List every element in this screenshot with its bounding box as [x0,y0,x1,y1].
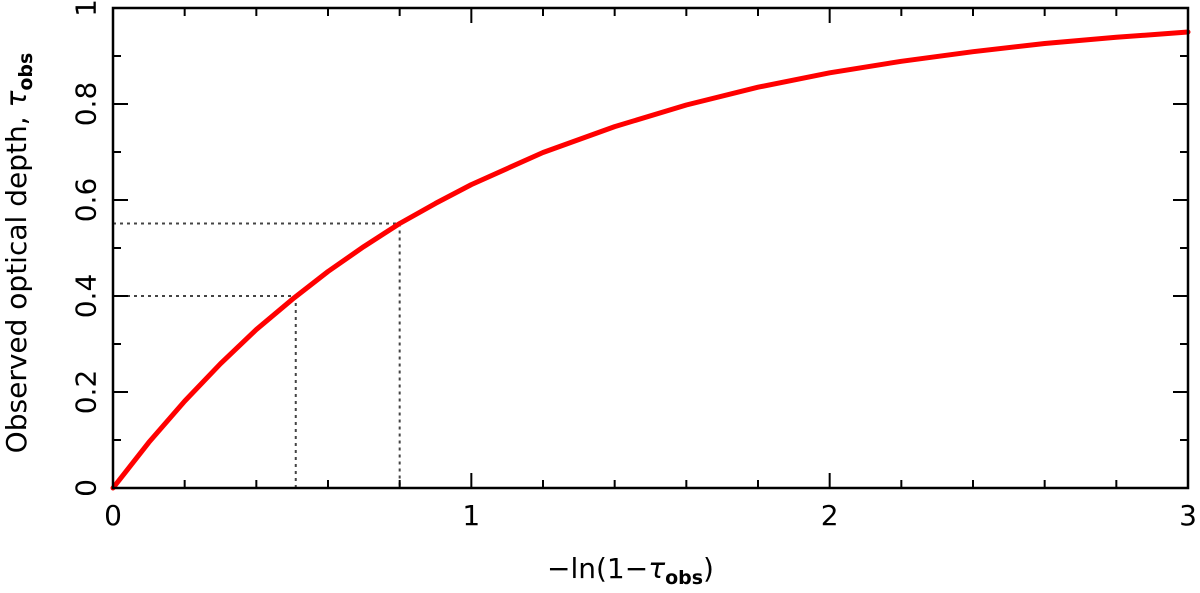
x-axis-title-symbol: τ [648,552,665,585]
plot-frame [111,6,1190,490]
y-axis-title-subscript: obs [15,53,37,91]
x-axis-title-subscript: obs [665,567,703,589]
x-tick-label: 3 [1179,499,1197,532]
x-tick-label: 1 [462,499,480,532]
y-tick-label: 0.4 [70,274,103,319]
x-tick-label: 2 [821,499,839,532]
y-tick-label: 0.6 [70,178,103,223]
x-axis-title: −ln(1−τobs) [547,552,714,589]
y-tick-label: 0.8 [70,82,103,127]
x-axis-title-prefix: −ln(1− [547,552,648,585]
series-line [110,29,1191,491]
y-tick-labels: 0 0.2 0.4 0.6 0.8 1 [70,0,103,497]
y-tick-label: 0.2 [70,370,103,415]
tick-marks [112,7,1189,489]
reference-lines [113,222,401,488]
x-tick-label: 0 [104,499,122,532]
y-axis-title: Observed optical depth, τobs [0,53,37,454]
x-axis-title-suffix: ) [703,552,714,585]
series-lines [110,29,1191,491]
y-axis-title-text: Observed optical depth, [0,108,33,454]
x-tick-labels: 0 1 2 3 [104,499,1197,532]
y-tick-label: 0 [70,479,103,497]
y-axis-title-symbol: τ [0,91,33,108]
y-tick-label: 1 [70,0,103,17]
